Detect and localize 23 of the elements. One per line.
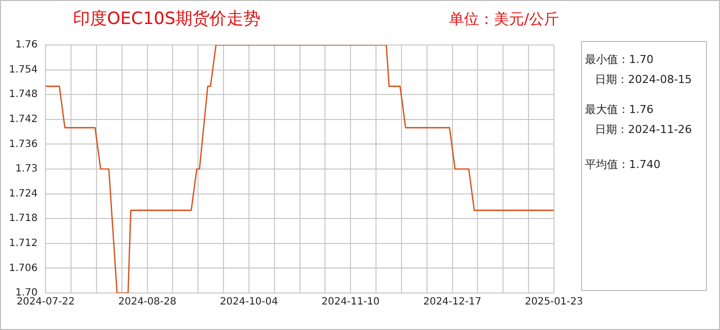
x-tick-label: 2024-12-17 xyxy=(423,296,482,308)
x-tick-label: 2024-07-22 xyxy=(16,296,75,308)
y-tick-label: 1.718 xyxy=(8,213,38,224)
y-tick-label: 1.712 xyxy=(8,238,38,249)
y-tick-label: 1.73 xyxy=(15,164,38,175)
text: 最大值：1.76 xyxy=(585,102,654,117)
x-tick-label: 2024-10-04 xyxy=(220,296,278,308)
y-tick-label: 1.748 xyxy=(8,89,38,100)
chart-subtitle: 单位：美元/公斤 xyxy=(449,10,560,29)
text: 平均值：1.740 xyxy=(585,157,660,172)
x-tick-label: 2024-11-10 xyxy=(322,296,380,308)
chart-title: 印度OEC10S期货价走势 xyxy=(73,8,260,30)
y-tick-label: 1.706 xyxy=(8,262,38,274)
y-tick-label: 1.736 xyxy=(8,138,38,150)
y-tick-label: 1.742 xyxy=(8,114,38,125)
text: 日期：2024-11-26 xyxy=(595,122,692,137)
y-tick-label: 1.76 xyxy=(15,40,38,51)
x-tick-label: 2024-08-28 xyxy=(118,296,176,308)
text: 日期：2024-08-15 xyxy=(595,72,692,87)
x-tick-label: 2025-01-23 xyxy=(524,296,584,308)
text: 最小值：1.70 xyxy=(585,52,654,67)
y-tick-label: 1.724 xyxy=(8,188,38,200)
y-tick-label: 1.754 xyxy=(8,64,38,76)
